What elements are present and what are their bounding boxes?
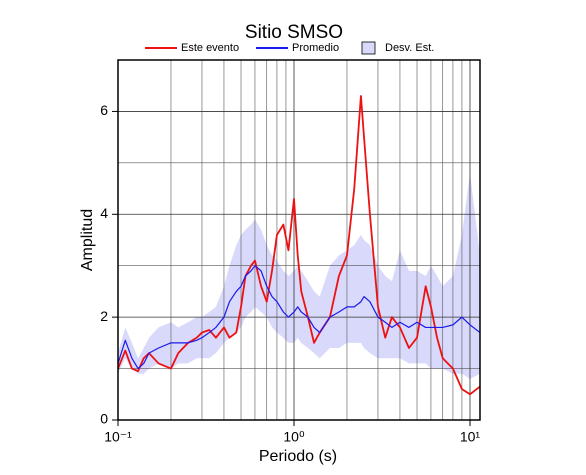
x-axis-label: Periodo (s) [259,448,337,465]
x-tick-label: 10¹ [460,429,481,445]
chart-title: Sitio SMSO [245,22,343,43]
legend-label: Promedio [292,42,339,54]
x-tick-label: 10⁰ [283,429,305,445]
y-tick-label: 0 [100,411,108,427]
legend-swatch [361,41,376,55]
series-line [117,265,481,370]
y-axis-label: Amplitud [79,209,96,271]
y-tick-label: 6 [100,102,108,118]
legend-label: Desv. Est. [385,42,434,54]
series-line [117,95,481,396]
y-tick-label: 4 [100,205,108,221]
plot-frame [117,59,481,421]
y-tick-label: 2 [100,308,108,324]
legend-label: Este evento [181,42,239,54]
x-tick-label: 10⁻¹ [104,429,132,445]
